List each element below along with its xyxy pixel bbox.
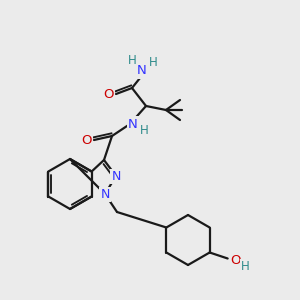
Text: H: H [128,55,136,68]
Text: O: O [104,88,114,101]
Text: H: H [148,56,158,70]
Text: O: O [230,254,241,267]
Text: O: O [82,134,92,148]
Text: H: H [140,124,148,136]
Text: H: H [241,260,250,273]
Text: N: N [128,118,138,130]
Text: N: N [137,64,147,77]
Text: N: N [111,169,121,182]
Text: N: N [100,188,110,200]
